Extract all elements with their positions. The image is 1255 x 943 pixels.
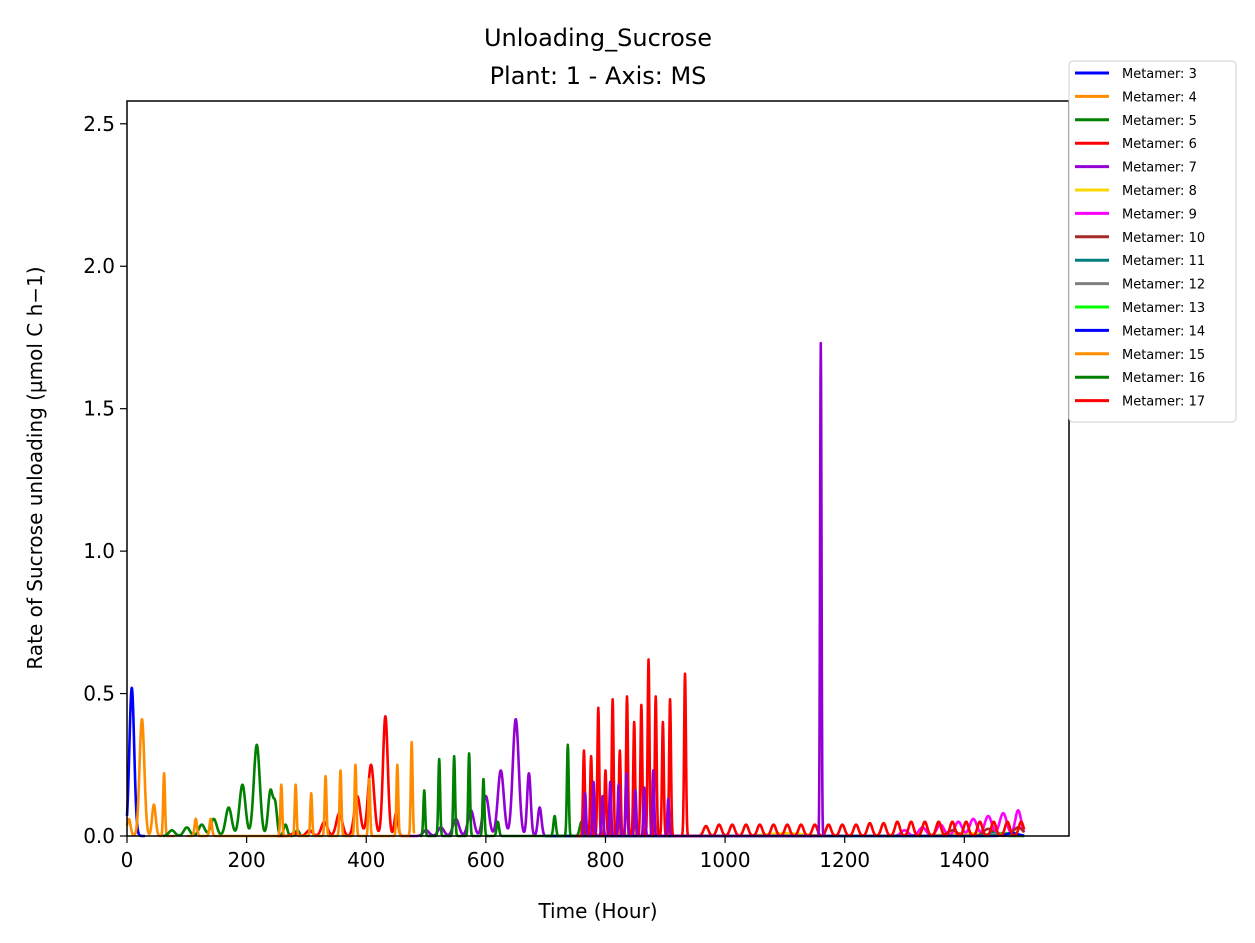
x-tick-label: 400 (347, 848, 385, 872)
legend-entry: Metamer: 16 (1122, 371, 1205, 386)
legend-entry: Metamer: 10 (1122, 231, 1205, 246)
chart-subtitle: Plant: 1 - Axis: MS (490, 62, 707, 90)
y-tick-label: 1.5 (83, 397, 115, 421)
legend-entry: Metamer: 7 (1122, 161, 1197, 176)
x-tick-label: 800 (586, 848, 624, 872)
y-tick-label: 1.0 (83, 539, 115, 563)
legend-entry: Metamer: 11 (1122, 254, 1205, 269)
x-tick-label: 1200 (819, 848, 870, 872)
y-tick-label: 0.5 (83, 682, 115, 706)
chart-title: Unloading_Sucrose (484, 24, 712, 52)
x-tick-label: 1400 (939, 848, 990, 872)
x-axis-label: Time (Hour) (537, 899, 657, 923)
legend: Metamer: 3 Metamer: 4 Metamer: 5 Metamer: 6… (1069, 61, 1236, 422)
series-line (408, 719, 546, 836)
y-tick-label: 0.0 (83, 824, 115, 848)
legend-entry: Metamer: 9 (1122, 207, 1197, 222)
series-line (127, 688, 145, 836)
legend-entry: Metamer: 4 (1122, 90, 1197, 105)
legend-entry: Metamer: 5 (1122, 114, 1197, 129)
legend-entry: Metamer: 8 (1122, 184, 1197, 199)
y-tick-label: 2.5 (83, 112, 115, 136)
y-axis: 0.0 0.5 1.0 1.5 2.0 2.5 (83, 112, 127, 848)
y-tick-label: 2.0 (83, 254, 115, 278)
x-tick-label: 600 (467, 848, 505, 872)
x-tick-label: 1000 (700, 848, 751, 872)
x-axis: 0 200 400 600 800 1000 1200 1400 (121, 836, 990, 872)
legend-entry: Metamer: 12 (1122, 278, 1205, 293)
x-tick-label: 0 (121, 848, 134, 872)
legend-entry: Metamer: 17 (1122, 395, 1205, 410)
legend-entry: Metamer: 13 (1122, 301, 1205, 316)
y-axis-label: Rate of Sucrose unloading (µmol C h−1) (23, 266, 47, 669)
legend-entry: Metamer: 3 (1122, 67, 1197, 82)
legend-entry: Metamer: 6 (1122, 137, 1197, 152)
legend-entry: Metamer: 14 (1122, 324, 1205, 339)
plot-lines (127, 343, 1024, 836)
legend-entry: Metamer: 15 (1122, 348, 1205, 363)
x-tick-label: 200 (228, 848, 266, 872)
